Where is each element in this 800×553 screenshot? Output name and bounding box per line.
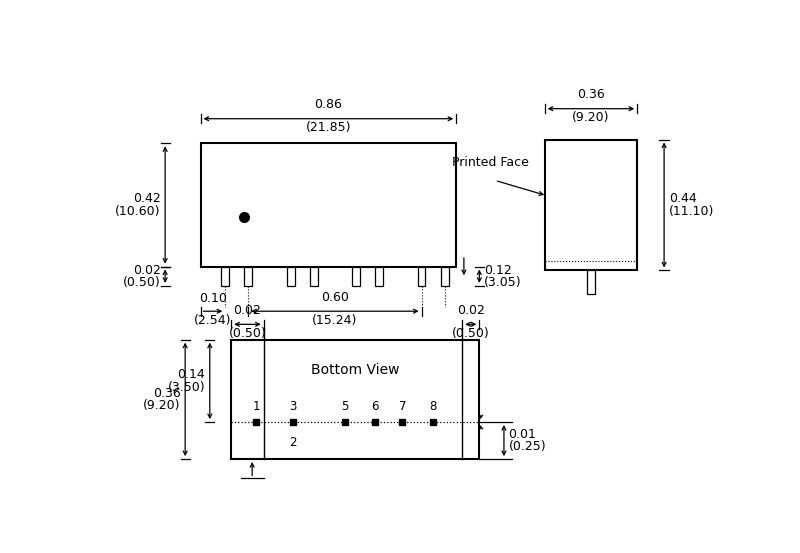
Text: (0.25): (0.25) — [509, 440, 546, 453]
Text: 2: 2 — [290, 436, 297, 449]
Text: (0.50): (0.50) — [229, 327, 266, 340]
Text: Bottom View: Bottom View — [311, 363, 399, 377]
Text: 0.10: 0.10 — [199, 292, 227, 305]
Bar — [418, 267, 426, 286]
Bar — [222, 267, 229, 286]
Text: 0.02: 0.02 — [133, 264, 161, 276]
Text: (3.05): (3.05) — [484, 276, 522, 289]
Text: 7: 7 — [398, 400, 406, 413]
Text: 5: 5 — [341, 400, 348, 413]
Text: (11.10): (11.10) — [669, 205, 714, 218]
Text: (2.54): (2.54) — [194, 314, 232, 326]
Text: 8: 8 — [430, 400, 437, 413]
Text: (21.85): (21.85) — [306, 121, 351, 134]
Text: (0.50): (0.50) — [122, 276, 161, 289]
Bar — [287, 267, 294, 286]
Text: (3.50): (3.50) — [167, 380, 205, 394]
Text: 0.12: 0.12 — [484, 264, 512, 276]
Bar — [245, 267, 252, 286]
Text: 0.42: 0.42 — [133, 192, 161, 205]
Text: 0.02: 0.02 — [234, 304, 262, 317]
Text: 0.36: 0.36 — [577, 88, 605, 101]
Text: 0.01: 0.01 — [509, 428, 537, 441]
Text: Printed Face: Printed Face — [452, 156, 530, 169]
Bar — [201, 143, 456, 267]
Text: 3: 3 — [290, 400, 297, 413]
Bar — [375, 267, 383, 286]
Bar — [587, 270, 595, 294]
Text: 1: 1 — [252, 400, 260, 413]
Text: 0.60: 0.60 — [321, 290, 349, 304]
Text: (10.60): (10.60) — [115, 205, 161, 218]
Bar — [545, 139, 637, 270]
Text: (9.20): (9.20) — [143, 399, 181, 412]
Bar — [231, 340, 479, 459]
Text: 0.14: 0.14 — [178, 368, 205, 381]
Text: 0.02: 0.02 — [457, 304, 485, 317]
Text: (0.50): (0.50) — [452, 327, 490, 340]
Text: 0.44: 0.44 — [669, 192, 697, 205]
Text: 0.86: 0.86 — [314, 98, 342, 111]
Bar — [441, 267, 449, 286]
Bar — [352, 267, 360, 286]
Text: 6: 6 — [371, 400, 379, 413]
Bar — [310, 267, 318, 286]
Text: 0.36: 0.36 — [153, 387, 181, 400]
Text: (15.24): (15.24) — [312, 314, 358, 326]
Text: (9.20): (9.20) — [572, 111, 610, 124]
